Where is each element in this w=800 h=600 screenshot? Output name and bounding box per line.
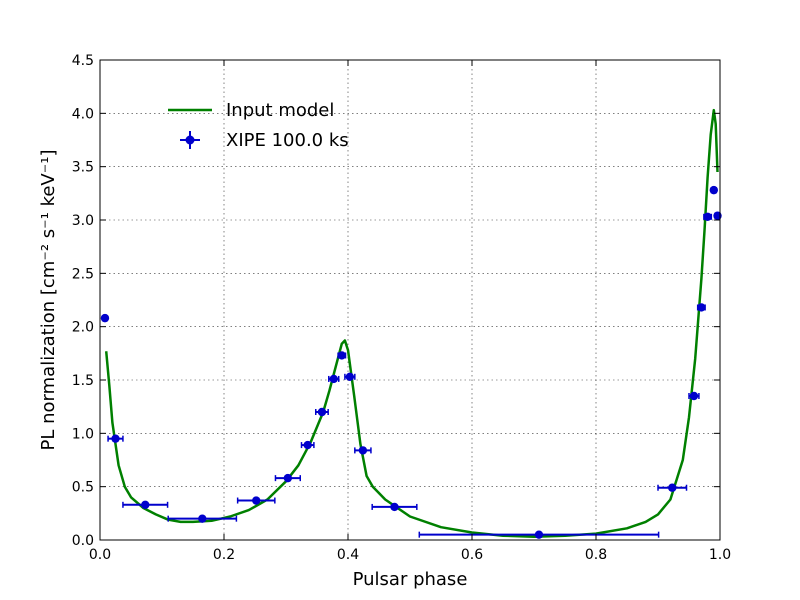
x-tick-label: 0.8 bbox=[585, 547, 607, 563]
y-tick-label: 1.0 bbox=[72, 426, 94, 442]
y-axis-label: PL normalization [cm⁻² s⁻¹ keV⁻¹] bbox=[38, 150, 59, 451]
xipe-point bbox=[697, 303, 706, 312]
xipe-point bbox=[345, 372, 355, 381]
x-tick-label: 0.6 bbox=[461, 547, 483, 563]
x-tick-label: 0.4 bbox=[337, 547, 359, 563]
xipe-point bbox=[111, 434, 120, 443]
xipe-point bbox=[358, 446, 368, 455]
xipe-point bbox=[283, 473, 293, 483]
xipe-point bbox=[709, 185, 718, 195]
x-tick-label: 1.0 bbox=[709, 547, 731, 563]
xipe-point bbox=[337, 351, 346, 360]
xipe-point bbox=[689, 391, 699, 401]
y-tick-label: 0.5 bbox=[72, 480, 94, 496]
y-tick-label: 3.0 bbox=[72, 213, 94, 229]
grid bbox=[100, 60, 720, 540]
x-tick-label: 0.0 bbox=[89, 547, 111, 563]
xipe-point bbox=[390, 502, 399, 512]
x-tick-label: 0.2 bbox=[213, 547, 235, 563]
xipe-point bbox=[141, 500, 150, 509]
y-tick-label: 0.0 bbox=[72, 533, 94, 549]
input-model-line bbox=[104, 108, 719, 539]
data-layer bbox=[100, 108, 722, 539]
plot-background bbox=[100, 60, 720, 540]
xipe-point bbox=[534, 530, 544, 539]
legend-label-xipe: XIPE 100.0 ks bbox=[226, 130, 349, 151]
xipe-point bbox=[703, 212, 712, 221]
y-tick-label: 4.0 bbox=[72, 106, 94, 122]
legend-label-input-model: Input model bbox=[226, 100, 334, 121]
xipe-point bbox=[100, 313, 110, 323]
x-axis-label: Pulsar phase bbox=[353, 569, 468, 590]
y-tick-label: 4.5 bbox=[72, 53, 94, 69]
xipe-point bbox=[252, 496, 261, 505]
y-tick-label: 1.5 bbox=[72, 373, 94, 389]
y-tick-label: 3.5 bbox=[72, 160, 94, 176]
y-tick-label: 2.0 bbox=[72, 320, 94, 336]
xipe-point bbox=[329, 374, 338, 384]
xipe-point bbox=[198, 514, 207, 523]
xipe-point bbox=[303, 440, 312, 450]
xipe-point bbox=[317, 407, 327, 417]
y-tick-label: 2.5 bbox=[72, 266, 94, 282]
legend-swatch-xipe-marker bbox=[185, 135, 195, 145]
plot-frame bbox=[99, 59, 721, 541]
xipe-point bbox=[668, 483, 677, 492]
ticks: 0.0 0.2 0.4 0.6 0.8 1.0 0.0 0.5 1.0 1.5 2.0 2.5 3.0 3… bbox=[72, 53, 731, 563]
legend: Input model XIPE 100.0 ks bbox=[168, 100, 349, 151]
